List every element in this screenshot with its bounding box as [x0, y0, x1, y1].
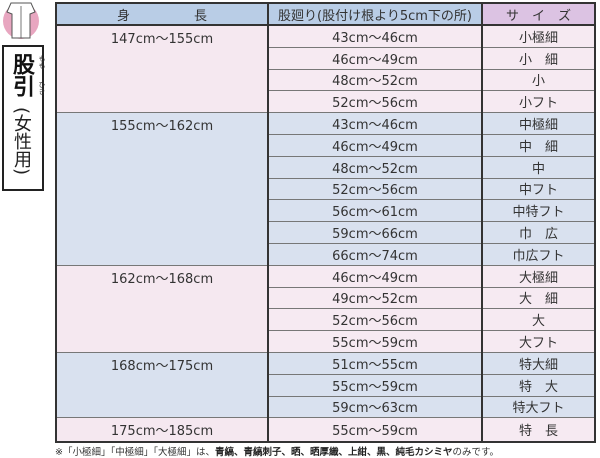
table-row: 48cm〜52cm 中	[56, 155, 596, 179]
height-cell: 147cm〜155cm	[55, 24, 269, 114]
size-cell: 巾 広	[481, 221, 596, 244]
table-row: 55cm〜59cm 特 大	[56, 373, 596, 397]
size-cell: 中	[481, 155, 596, 179]
table-row: 46cm〜49cm 小 細	[56, 46, 596, 70]
note-suffix: のみです。	[452, 447, 500, 458]
size-cell: 巾広フト	[481, 242, 596, 266]
height-cell: 155cm〜162cm	[55, 112, 269, 266]
crotch-cell: 43cm〜46cm	[267, 24, 483, 48]
title-ruby-2: ひき	[38, 81, 46, 95]
note-materials: 青縞、青縞刺子、晒、晒厚織、上紺、黒、純毛カシミヤ	[214, 447, 453, 458]
crotch-cell: 46cm〜49cm	[267, 264, 483, 288]
crotch-cell: 48cm〜52cm	[267, 155, 483, 179]
table-row: 66cm〜74cm 巾広フト	[56, 242, 596, 266]
table-row: 168cm〜175cm 51cm〜55cm 特大細	[55, 351, 596, 419]
size-cell: 大	[481, 308, 596, 332]
crotch-cell: 48cm〜52cm	[267, 68, 483, 92]
header-height: 身長	[55, 2, 269, 26]
table-row: 52cm〜56cm 大	[56, 308, 596, 332]
header-height-b: 長	[193, 8, 207, 24]
crotch-cell: 55cm〜59cm	[267, 373, 483, 397]
size-cell: 大フト	[481, 330, 596, 353]
crotch-cell: 52cm〜56cm	[267, 308, 483, 332]
crotch-cell: 49cm〜52cm	[267, 286, 483, 310]
header-crotch: 股廻り(股付け根より5cm下の所)	[267, 2, 483, 26]
note-prefix: ※「小極細」「中極細」「大極細」は、	[55, 447, 215, 458]
size-cell: 小 細	[481, 46, 596, 70]
table-row: 175cm〜185cm 55cm〜59cm 特 長	[55, 417, 596, 443]
table-row: 52cm〜56cm 小フト	[56, 90, 596, 114]
crotch-cell: 52cm〜56cm	[267, 90, 483, 114]
table-row: 48cm〜52cm 小	[56, 68, 596, 92]
height-cell: 168cm〜175cm	[55, 351, 269, 419]
size-cell: 中フト	[481, 177, 596, 201]
header-height-a: 身	[117, 8, 131, 24]
crotch-cell: 46cm〜49cm	[267, 133, 483, 157]
crotch-cell: 59cm〜63cm	[267, 395, 483, 419]
crotch-cell: 66cm〜74cm	[267, 242, 483, 266]
size-cell: 小	[481, 68, 596, 92]
title-sub: (女性用)	[11, 107, 32, 176]
crotch-cell: 43cm〜46cm	[267, 112, 483, 135]
crotch-cell: 59cm〜66cm	[267, 221, 483, 244]
size-cell: 小極細	[481, 24, 596, 48]
crotch-cell: 51cm〜55cm	[267, 351, 483, 375]
table-row: 147cm〜155cm 43cm〜46cm 小極細	[55, 24, 596, 114]
title-main: 股引	[9, 53, 34, 97]
size-cell: 小フト	[481, 90, 596, 114]
size-cell: 中特フト	[481, 199, 596, 223]
height-cell: 175cm〜185cm	[55, 417, 269, 443]
crotch-cell: 52cm〜56cm	[267, 177, 483, 201]
table-row: 59cm〜63cm 特大フト	[56, 395, 596, 419]
size-table: 身長 股廻り(股付け根より5cm下の所) サ イ ズ 147cm〜155cm 43…	[55, 2, 596, 444]
table-row: 59cm〜66cm 巾 広	[56, 221, 596, 244]
size-cell: 特大細	[481, 351, 596, 375]
table-row: 46cm〜49cm 中 細	[56, 133, 596, 157]
crotch-cell: 55cm〜59cm	[267, 417, 483, 443]
size-cell: 中極細	[481, 112, 596, 135]
size-cell: 大極細	[481, 264, 596, 288]
header-size: サ イ ズ	[481, 2, 596, 26]
size-cell: 中 細	[481, 133, 596, 157]
product-title: 股引 もも ひき (女性用)	[2, 45, 46, 191]
crotch-cell: 46cm〜49cm	[267, 46, 483, 70]
size-cell: 大 細	[481, 286, 596, 310]
height-cell: 162cm〜168cm	[55, 264, 269, 353]
crotch-cell: 56cm〜61cm	[267, 199, 483, 223]
table-row: 55cm〜59cm 大フト	[56, 330, 596, 353]
size-cell: 特 大	[481, 373, 596, 397]
crotch-cell: 55cm〜59cm	[267, 330, 483, 353]
kimono-icon	[3, 2, 39, 39]
size-cell: 特大フト	[481, 395, 596, 419]
table-row: 52cm〜56cm 中フト	[56, 177, 596, 201]
size-cell: 特 長	[481, 417, 596, 443]
title-ruby-1: もも	[38, 55, 46, 69]
footnote: ※「小極細」「中極細」「大極細」は、青縞、青縞刺子、晒、晒厚織、上紺、黒、純毛カ…	[55, 444, 499, 458]
table-row: 155cm〜162cm 43cm〜46cm 中極細	[55, 112, 596, 266]
table-row: 162cm〜168cm 46cm〜49cm 大極細	[55, 264, 596, 353]
